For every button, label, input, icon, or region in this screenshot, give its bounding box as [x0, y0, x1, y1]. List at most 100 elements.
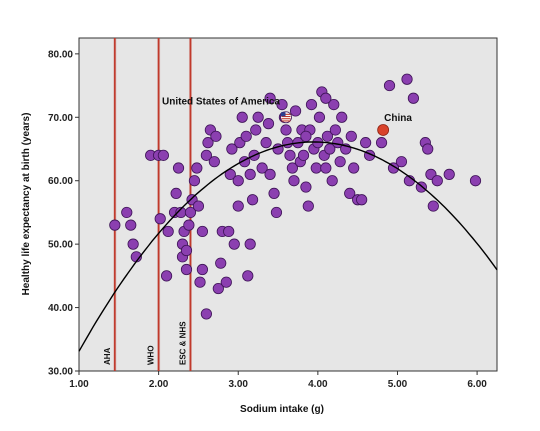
- data-point: [184, 206, 197, 219]
- data-point: [260, 137, 272, 149]
- data-point: [328, 99, 340, 111]
- points-layer: [109, 73, 482, 320]
- data-point: [329, 124, 341, 136]
- data-point: [191, 162, 203, 174]
- data-point: [276, 99, 288, 111]
- data-point: [232, 200, 244, 212]
- data-point: [244, 238, 256, 250]
- data-point: [215, 257, 227, 269]
- annotation-label: United States of America: [162, 96, 280, 107]
- data-point: [192, 200, 205, 212]
- data-point: [127, 238, 139, 250]
- data-point: [282, 137, 294, 149]
- data-point: [297, 149, 310, 161]
- data-point: [360, 137, 372, 149]
- data-point: [256, 162, 268, 174]
- data-point: [270, 206, 283, 219]
- y-axis: 30.00 40.00 50.00 60.00 70.00 80.00: [48, 49, 79, 378]
- data-point: [154, 213, 166, 225]
- data-point: [236, 111, 248, 123]
- data-point: [183, 219, 195, 231]
- data-point: [284, 149, 296, 161]
- data-point: [125, 219, 137, 231]
- data-point: [443, 168, 455, 180]
- x-axis-label: Sodium intake (g): [240, 404, 324, 415]
- data-point: [268, 187, 280, 199]
- data-point: [121, 206, 133, 219]
- data-point: [226, 143, 238, 155]
- y-tick-label: 70.00: [48, 113, 73, 124]
- fit-curve: [78, 141, 498, 352]
- x-axis: 1.00 2.00 3.00 4.00 5.00 6.00: [69, 371, 487, 390]
- y-tick-label: 60.00: [48, 176, 73, 187]
- data-point: [196, 225, 209, 238]
- y-tick-label: 80.00: [48, 49, 73, 60]
- y-tick-label: 50.00: [48, 240, 73, 251]
- data-point: [170, 187, 182, 199]
- data-point: [246, 194, 259, 206]
- data-point: [289, 105, 302, 117]
- data-point: [344, 187, 356, 199]
- data-point: [262, 118, 275, 130]
- data-point: [252, 111, 264, 123]
- data-point: [302, 200, 314, 212]
- data-point: [212, 282, 224, 295]
- x-tick-label: 4.00: [308, 379, 328, 390]
- plot-area: [78, 37, 498, 372]
- data-point: [321, 130, 334, 142]
- data-point: [427, 200, 439, 212]
- data-point: [300, 130, 312, 142]
- data-point: [160, 270, 173, 282]
- guideline-label: AHA: [103, 347, 112, 365]
- data-point: [300, 181, 312, 193]
- data-point: [157, 149, 169, 161]
- data-point: [208, 156, 220, 168]
- data-point: [200, 308, 212, 320]
- data-point: [356, 194, 368, 206]
- data-point: [194, 276, 206, 288]
- data-point: [109, 219, 121, 231]
- x-tick-label: 5.00: [388, 379, 408, 390]
- data-point: [286, 162, 298, 174]
- data-point: [345, 130, 357, 142]
- data-point: [313, 111, 326, 123]
- data-point: [250, 124, 262, 136]
- data-point: [220, 276, 232, 288]
- data-point: [223, 225, 235, 238]
- data-point: [196, 263, 209, 276]
- data-point: [232, 175, 244, 187]
- data-point: [288, 175, 300, 187]
- data-point: [431, 175, 443, 187]
- data-point: [334, 156, 346, 168]
- data-point: [401, 73, 413, 85]
- data-point: [320, 92, 332, 104]
- data-point: [348, 162, 360, 174]
- data-point: [336, 111, 348, 123]
- data-point: [210, 130, 222, 142]
- data-point: [162, 225, 174, 238]
- y-tick-label: 40.00: [48, 303, 73, 314]
- data-point: [469, 175, 482, 187]
- data-point: [202, 137, 214, 149]
- x-tick-label: 2.00: [149, 379, 169, 390]
- data-point: [172, 162, 185, 174]
- x-tick-label: 6.00: [467, 379, 487, 390]
- data-point: [200, 149, 212, 161]
- data-point: [422, 143, 434, 155]
- y-tick-label: 30.00: [48, 367, 73, 378]
- china-point: [377, 124, 390, 136]
- data-point: [240, 130, 252, 142]
- data-point: [188, 175, 201, 187]
- data-point: [242, 270, 254, 282]
- x-tick-label: 1.00: [69, 379, 89, 390]
- data-point: [280, 124, 292, 136]
- data-point: [395, 156, 408, 168]
- data-point: [324, 143, 336, 155]
- data-point: [320, 162, 332, 174]
- data-point: [264, 168, 276, 180]
- data-point: [228, 238, 240, 250]
- data-point: [180, 244, 193, 257]
- data-point: [375, 137, 388, 149]
- data-point: [305, 99, 318, 111]
